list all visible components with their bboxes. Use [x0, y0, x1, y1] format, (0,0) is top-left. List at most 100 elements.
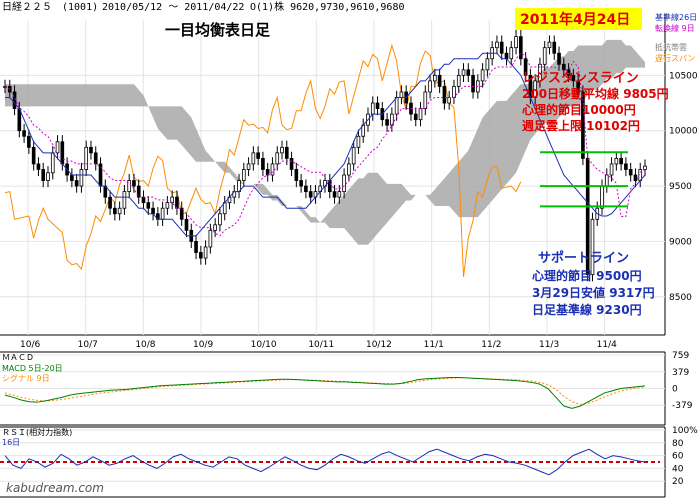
- candle-body: [280, 146, 284, 154]
- header-ohlc: O(1)株 9620,9730,9610,9680: [250, 0, 405, 13]
- candle-body: [538, 63, 542, 82]
- candle-body: [342, 174, 346, 193]
- x-tick-label: 10/10: [251, 340, 277, 350]
- rsi-y-tick-label: 80: [672, 439, 684, 449]
- candle-body: [375, 102, 380, 109]
- candle-body: [184, 218, 189, 231]
- legend-chikou: 遅行スパン: [655, 53, 695, 63]
- candle-body: [542, 47, 547, 65]
- candle-body: [74, 180, 79, 187]
- legend-kijun: 基準線26日: [655, 12, 697, 22]
- x-tick-label: 10/7: [78, 340, 98, 350]
- macd-legend-macd: MACD 5日-20日: [2, 364, 63, 373]
- candle-body: [332, 191, 337, 198]
- y-tick-label: 9500: [669, 182, 692, 192]
- signal-line: [4, 377, 646, 405]
- candle-body: [89, 146, 93, 154]
- candle-body: [179, 207, 184, 220]
- candle-body: [146, 202, 151, 209]
- candle-body: [581, 91, 585, 159]
- candle-body: [289, 157, 294, 170]
- candle-body: [571, 74, 576, 82]
- candle-body: [265, 169, 270, 176]
- candle-body: [347, 163, 351, 176]
- candle-body: [27, 135, 31, 148]
- legend-cloud: 抵抗帯雲: [655, 42, 687, 52]
- candle-body: [518, 36, 523, 60]
- candle-body: [514, 36, 518, 49]
- candle-body: [117, 207, 122, 215]
- ichimoku-cloud: [5, 39, 645, 245]
- candle-body: [256, 152, 260, 159]
- macd-label: ＭＡＣＤ: [2, 353, 34, 362]
- candle-body: [356, 135, 361, 148]
- candle-body: [442, 86, 447, 104]
- candle-body: [533, 80, 537, 98]
- candle-body: [175, 196, 179, 209]
- candle-body: [437, 74, 442, 87]
- candle-body: [261, 157, 265, 170]
- candle-body: [41, 169, 46, 181]
- y-tick-label: 9000: [669, 237, 692, 247]
- candle-body: [299, 180, 303, 187]
- candle-body: [198, 252, 203, 259]
- chart-title: 一目均衡表日足: [165, 21, 271, 39]
- candle-body: [390, 113, 394, 126]
- macd-legend-signal: シグナル 9日: [2, 373, 50, 383]
- candle-body: [509, 47, 514, 60]
- candle-body: [471, 74, 475, 93]
- rsi-line: [4, 448, 646, 476]
- candle-body: [576, 80, 580, 93]
- candle-body: [194, 241, 198, 253]
- candle-body: [480, 69, 485, 82]
- candle-body: [22, 130, 26, 137]
- x-tick-label: 11/1: [424, 340, 444, 350]
- x-tick-label: 11/4: [597, 340, 617, 350]
- candle-body: [165, 202, 170, 209]
- x-tick-labels: 10/6 10/7 10/8 10/9 10/10 10/11 10/12 11/1 11/2 1…: [20, 340, 617, 350]
- rsi-panel: 100% 80 60 40 20 ＲＳＩ(相対力指数) 16日: [0, 426, 698, 498]
- candle-body: [499, 41, 504, 54]
- candle-body: [50, 152, 55, 174]
- macd-panel: 759 379 0 -379 ＭＡＣＤ MACD 5日-20日 シグナル 9日: [0, 351, 693, 426]
- macd-y-ticks: 759 379 0 -379: [672, 351, 693, 411]
- candle-body: [561, 63, 566, 71]
- rsi-legend: 16日: [2, 438, 20, 447]
- y-tick-label: 10000: [669, 127, 698, 137]
- candle-body: [70, 174, 74, 181]
- resistance-line-2: 心理的節目10000円: [522, 102, 636, 117]
- rsi-y-tick-label: 60: [672, 452, 684, 462]
- candle-body: [294, 169, 299, 181]
- x-tick-label: 11/3: [539, 340, 559, 350]
- rsi-y-tick-label: 100%: [672, 426, 698, 436]
- rsi-y-tick-label: 20: [672, 477, 684, 487]
- x-tick-label: 10/9: [193, 340, 213, 350]
- resistance-line-3: 週足雲上限 10102円: [522, 118, 640, 133]
- candle-body: [394, 97, 399, 115]
- candle-body: [284, 146, 289, 159]
- support-resistance-levels: [540, 151, 628, 208]
- watermark: kabudream.com: [6, 481, 104, 495]
- x-tick-label: 10/12: [366, 340, 392, 350]
- candle-body: [557, 52, 561, 65]
- candle-body: [466, 69, 471, 76]
- candle-body: [308, 191, 313, 198]
- kijun-polyline: [5, 52, 646, 237]
- candle-body: [304, 185, 308, 193]
- macd-y-tick-label: 0: [672, 385, 678, 395]
- candle-body: [504, 52, 509, 60]
- candle-body: [624, 163, 628, 170]
- support-heading: サポートライン: [538, 250, 629, 266]
- candle-body: [218, 213, 222, 226]
- candle-body: [46, 172, 50, 181]
- candle-body: [628, 169, 633, 176]
- macd-y-tick-label: -379: [672, 401, 693, 411]
- candle-body: [351, 146, 356, 165]
- candle-body: [270, 163, 275, 176]
- candle-body: [213, 224, 217, 231]
- candle-body: [633, 174, 638, 181]
- candle-body: [609, 163, 614, 176]
- candle-body: [433, 74, 437, 82]
- candle-body: [55, 141, 60, 154]
